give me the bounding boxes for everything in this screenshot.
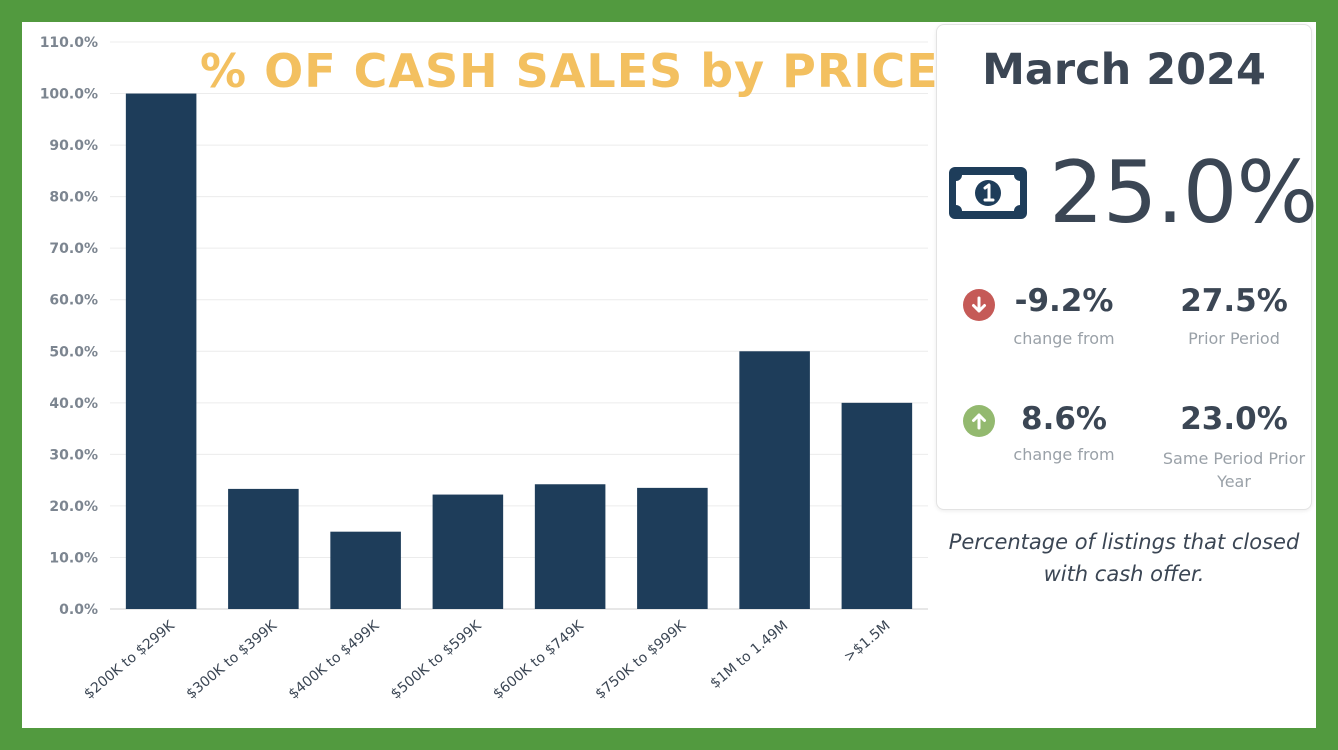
y-tick-label: 50.0%	[49, 344, 98, 360]
kpi-value: 25.0%	[1049, 143, 1318, 243]
y-tick-label: 40.0%	[49, 396, 98, 412]
bar	[841, 402, 913, 609]
x-tick-label: >$1.5M	[841, 618, 893, 666]
x-tick-label: $750K to $999K	[592, 617, 689, 702]
reference-label: Prior Period	[1188, 329, 1280, 348]
reference-label: Same Period Prior Year	[1162, 449, 1306, 491]
y-tick-label: 70.0%	[49, 241, 98, 257]
x-tick-label: $400K to $499K	[286, 617, 383, 702]
bar	[228, 488, 299, 609]
cash-bill-icon	[949, 167, 1027, 219]
y-tick-label: 110.0%	[40, 35, 98, 51]
x-tick-label: $200K to $299K	[81, 617, 178, 702]
x-tick-label: $1M to 1.49M	[707, 618, 791, 692]
bar-chart: 0.0% 10.0% 20.0% 30.0% 40.0% 50.0% 60.0% 70.0% 8…	[40, 35, 928, 702]
chart-note: Percentage of listings that closed with …	[948, 530, 1300, 586]
report-frame: 0.0% 10.0% 20.0% 30.0% 40.0% 50.0% 60.0% 70.0% 8…	[22, 22, 1318, 728]
change-value: -9.2%	[1014, 283, 1114, 319]
change-label: change from	[1013, 445, 1115, 464]
bar	[534, 484, 606, 609]
y-tick-label: 80.0%	[49, 190, 98, 206]
bar	[739, 351, 810, 609]
arrow-down-icon	[963, 289, 995, 321]
change-label: change from	[1013, 329, 1115, 348]
kpi-period: March 2024	[982, 45, 1266, 95]
y-tick-label: 100.0%	[40, 87, 98, 103]
x-tick-label: $600K to $749K	[490, 617, 587, 702]
y-tick-label: 0.0%	[59, 602, 98, 618]
bar	[330, 531, 401, 609]
y-tick-label: 60.0%	[49, 293, 98, 309]
reference-value: 23.0%	[1180, 401, 1288, 437]
bar	[432, 494, 504, 609]
chart-title: % OF CASH SALES by PRICE	[200, 44, 939, 98]
reference-value: 27.5%	[1180, 283, 1288, 319]
y-tick-label: 10.0%	[49, 550, 98, 566]
arrow-up-icon	[963, 405, 995, 437]
y-tick-label: 90.0%	[49, 138, 98, 154]
x-tick-label: $500K to $599K	[388, 617, 485, 702]
kpi-card: March 2024 25.0% -9.2% change from 27.5%…	[936, 24, 1318, 510]
x-tick-label: $300K to $399K	[183, 617, 280, 702]
bar	[125, 93, 197, 609]
bar	[637, 487, 708, 609]
y-tick-label: 20.0%	[49, 499, 98, 515]
change-value: 8.6%	[1021, 401, 1107, 437]
y-tick-label: 30.0%	[49, 447, 98, 463]
